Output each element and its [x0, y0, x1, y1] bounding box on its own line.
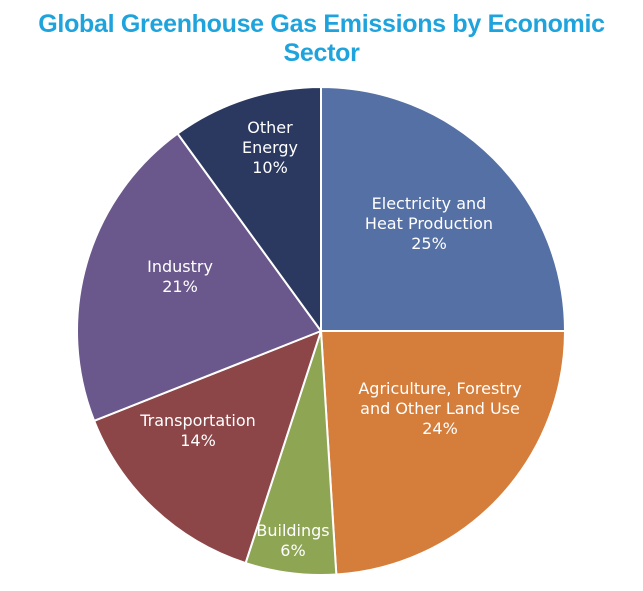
slice-name-other-energy: Other — [247, 118, 293, 137]
slice-value-buildings: 6% — [280, 541, 305, 560]
slice-value-other-energy: 10% — [252, 158, 288, 177]
pie-slice-industry — [76, 132, 322, 422]
chart-title: Global Greenhouse Gas Emissions by Econo… — [38, 10, 605, 67]
slice-name-electricity: Electricity and — [372, 194, 487, 213]
pie-slices — [76, 86, 566, 576]
pie-slice-electricity — [320, 86, 566, 332]
slice-name-other-energy: Energy — [242, 138, 298, 157]
pie-slice-transportation — [93, 330, 322, 565]
slice-value-agriculture: 24% — [422, 419, 458, 438]
slice-name-agriculture: and Other Land Use — [360, 399, 520, 418]
pie-slice-other-energy — [176, 86, 322, 332]
pie-slice-agriculture — [320, 330, 566, 576]
slice-name-agriculture: Agriculture, Forestry — [358, 379, 521, 398]
slice-name-transportation: Transportation — [139, 411, 256, 430]
slice-name-buildings: Buildings — [256, 521, 329, 540]
slice-value-electricity: 25% — [411, 234, 447, 253]
slice-value-transportation: 14% — [180, 431, 216, 450]
slice-value-industry: 21% — [162, 277, 198, 296]
slice-name-industry: Industry — [147, 257, 213, 276]
slice-name-electricity: Heat Production — [365, 214, 493, 233]
